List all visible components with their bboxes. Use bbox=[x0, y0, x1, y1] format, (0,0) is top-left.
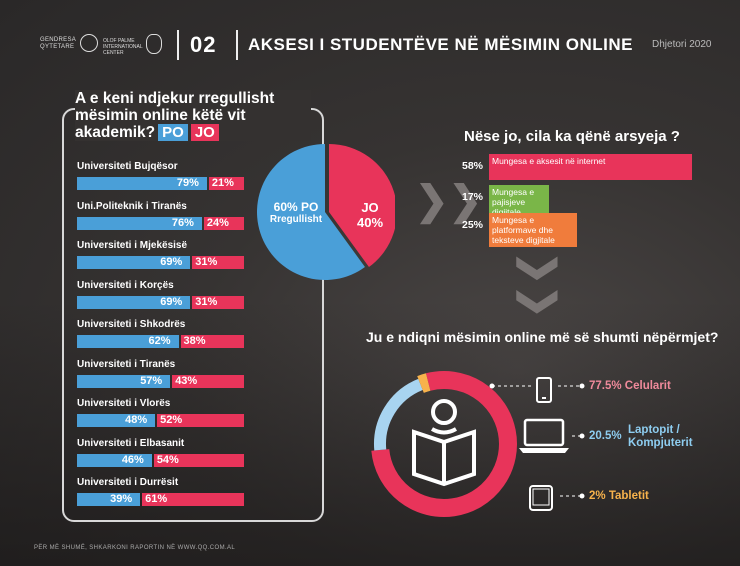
bar-po bbox=[77, 177, 207, 190]
center-portrait-icon bbox=[146, 34, 162, 54]
bar-po-value: 57% bbox=[140, 374, 163, 387]
bar-jo bbox=[172, 374, 244, 388]
devices-donut-chart bbox=[371, 371, 517, 517]
pie-slice-po bbox=[256, 144, 365, 280]
pie-po-sub: Rregullisht bbox=[269, 214, 323, 225]
pie-jo-name: JO bbox=[361, 200, 379, 215]
pie-po-label: 60% PO Rregullisht bbox=[268, 200, 324, 225]
bar-po bbox=[77, 256, 191, 269]
laptop-icon bbox=[519, 418, 569, 453]
donut-slice-2 bbox=[417, 373, 431, 393]
bar-po bbox=[77, 414, 156, 427]
bar-po-value: 76% bbox=[171, 216, 194, 229]
reason-bar: Mungesa e aksesit në internet bbox=[489, 154, 692, 180]
bar-jo bbox=[192, 256, 244, 269]
bar-jo-value: 43% bbox=[175, 374, 198, 387]
bar-po bbox=[77, 335, 179, 348]
bar-po bbox=[77, 374, 171, 388]
section-number: 02 bbox=[190, 32, 217, 57]
university-label: Universiteti i Korçës bbox=[77, 279, 174, 291]
pie-slice-jo bbox=[329, 144, 395, 268]
reasons-question: Nëse jo, cila ka qënë arsyeja ? bbox=[464, 128, 680, 145]
attendance-question-text: A e keni ndjekur rregullisht mësimin onl… bbox=[75, 90, 275, 141]
reason-pct: 25% bbox=[462, 219, 484, 231]
bar-jo bbox=[208, 177, 244, 190]
device-label-phone: 77.5% Celularit bbox=[589, 380, 671, 392]
tablet-icon bbox=[529, 485, 553, 511]
university-label: Universiteti i Elbasanit bbox=[77, 437, 185, 449]
bar-jo-value: 24% bbox=[206, 216, 229, 229]
device-label-laptop-pct: 20.5% bbox=[589, 430, 622, 442]
bar-jo-value: 54% bbox=[156, 453, 179, 466]
bar-jo-value: 38% bbox=[183, 335, 206, 347]
reason-bar: Mungesa e platformave dhe teksteve digji… bbox=[489, 213, 577, 247]
pie-jo-pct: 40% bbox=[356, 215, 384, 230]
donut-slice-1 bbox=[374, 378, 423, 451]
bar-jo bbox=[142, 493, 244, 506]
bar-po bbox=[77, 493, 141, 506]
phone-icon bbox=[536, 377, 552, 403]
bar-po-value: 69% bbox=[160, 295, 183, 308]
bar-jo-value: 21% bbox=[211, 177, 234, 189]
page-title: AKSESI I STUDENTËVE NË MËSIMIN ONLINE bbox=[248, 35, 633, 54]
bar-jo bbox=[153, 453, 244, 467]
university-label: Universiteti i Vlorës bbox=[77, 398, 171, 409]
report-date: Dhjetori 2020 bbox=[652, 39, 712, 50]
org-logo-text: GENDRESA QYTETARE bbox=[40, 37, 77, 50]
footer-note: PËR MË SHUMË, SHKARKONI RAPORTIN NË WWW.… bbox=[34, 545, 236, 551]
attendance-question: A e keni ndjekur rregullisht mësimin onl… bbox=[75, 90, 311, 141]
university-label: Universiteti i Tiranës bbox=[77, 358, 176, 370]
bar-po bbox=[77, 453, 152, 467]
university-label: Universiteti i Durrësit bbox=[77, 477, 179, 488]
bar-po-value: 69% bbox=[160, 256, 183, 268]
bar-jo-value: 52% bbox=[160, 414, 183, 426]
reason-label: Mungesa e aksesit në internet bbox=[492, 156, 606, 166]
university-label: Uni.Politeknik i Tiranës bbox=[77, 200, 187, 212]
device-label-laptop-name: Laptopit / Kompjuterit bbox=[628, 424, 693, 449]
header-divider bbox=[177, 30, 179, 60]
bar-po-value: 48% bbox=[125, 414, 148, 426]
device-connectors bbox=[489, 383, 585, 499]
org-logo-icon bbox=[80, 34, 98, 52]
chevron-right-icon: ❯❯ bbox=[415, 179, 483, 223]
bar-po-value: 39% bbox=[110, 493, 133, 505]
bar-jo bbox=[157, 414, 244, 427]
center-logo-text: OLOF PALME INTERNATIONAL CENTER bbox=[103, 38, 143, 56]
chevron-down-icon: ❯❯ bbox=[517, 251, 562, 319]
po-tag: PO bbox=[158, 124, 188, 141]
donut-slice-0 bbox=[371, 371, 517, 517]
bar-po-value: 46% bbox=[121, 453, 144, 466]
bar-jo bbox=[203, 216, 244, 230]
bar-jo bbox=[180, 335, 244, 348]
bar-po bbox=[77, 295, 191, 309]
reason-label: Mungesa e platformave dhe teksteve digji… bbox=[492, 215, 555, 245]
student-reading-icon bbox=[412, 399, 476, 487]
bar-po-value: 62% bbox=[148, 335, 171, 347]
device-label-tablet: 2% Tabletit bbox=[589, 490, 649, 502]
pie-po-pct: 60% bbox=[273, 200, 298, 214]
bar-jo-value: 31% bbox=[195, 256, 218, 268]
attendance-pie-chart bbox=[256, 144, 395, 280]
university-label: Universiteti i Shkodrës bbox=[77, 319, 186, 330]
reason-label: Mungesa e pajisjeve digjitale bbox=[492, 187, 535, 217]
university-label: Universiteti i Mjekësisë bbox=[77, 240, 188, 251]
reason-pct: 17% bbox=[462, 191, 484, 203]
bar-po-value: 79% bbox=[176, 177, 199, 189]
pie-po-name: PO bbox=[301, 200, 319, 214]
pie-jo-label: JO 40% bbox=[350, 200, 390, 230]
header-divider bbox=[236, 30, 238, 60]
bar-jo-value: 61% bbox=[145, 493, 168, 505]
university-label: Universiteti Bujqësor bbox=[77, 161, 178, 172]
devices-question: Ju e ndiqni mësimin online më së shumti … bbox=[366, 329, 719, 345]
jo-tag: JO bbox=[190, 124, 219, 141]
bar-jo-value: 31% bbox=[195, 295, 218, 308]
bar-jo bbox=[192, 295, 244, 309]
reason-pct: 58% bbox=[462, 160, 484, 172]
bar-po bbox=[77, 216, 202, 230]
